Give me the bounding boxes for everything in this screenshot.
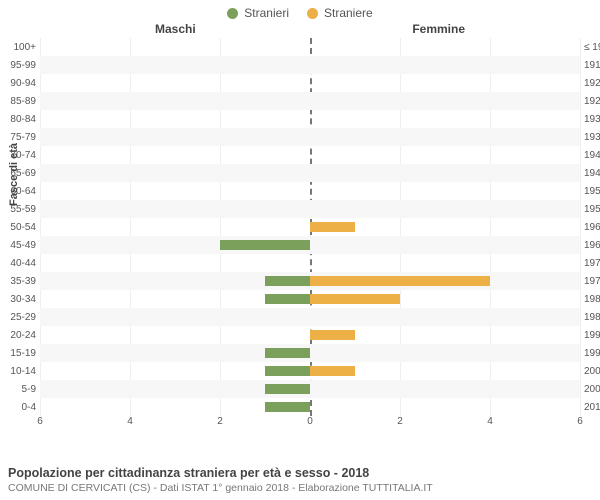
age-label: 10-14 — [2, 366, 36, 377]
year-label: 1928-1932 — [584, 96, 600, 107]
bar-female — [310, 294, 400, 304]
year-label: 1923-1927 — [584, 78, 600, 89]
bar-male — [220, 240, 310, 250]
age-label: 45-49 — [2, 240, 36, 251]
age-label: 35-39 — [2, 276, 36, 287]
chart-row: 15-191998-2002 — [40, 344, 580, 362]
legend-label: Straniere — [324, 6, 373, 20]
age-label: 65-69 — [2, 168, 36, 179]
year-label: 1918-1922 — [584, 60, 600, 71]
legend-label: Stranieri — [244, 6, 289, 20]
age-label: 40-44 — [2, 258, 36, 269]
age-label: 60-64 — [2, 186, 36, 197]
x-tick-label: 4 — [127, 416, 133, 427]
chart-row: 45-491968-1972 — [40, 236, 580, 254]
age-label: 70-74 — [2, 150, 36, 161]
age-label: 30-34 — [2, 294, 36, 305]
legend: Stranieri Straniere — [0, 0, 600, 22]
x-tick-label: 2 — [397, 416, 403, 427]
x-tick-label: 2 — [217, 416, 223, 427]
age-label: 20-24 — [2, 330, 36, 341]
chart-row: 60-641953-1957 — [40, 182, 580, 200]
chart-row: 50-541963-1967 — [40, 218, 580, 236]
year-label: 1993-1997 — [584, 330, 600, 341]
chart-row: 80-841933-1937 — [40, 110, 580, 128]
year-label: 1943-1947 — [584, 150, 600, 161]
chart-row: 55-591958-1962 — [40, 200, 580, 218]
x-tick-label: 4 — [487, 416, 493, 427]
age-label: 0-4 — [2, 402, 36, 413]
year-label: 1988-1992 — [584, 312, 600, 323]
year-label: 1998-2002 — [584, 348, 600, 359]
chart-row: 75-791938-1942 — [40, 128, 580, 146]
year-label: 2013-2017 — [584, 402, 600, 413]
legend-item-straniere: Straniere — [307, 4, 373, 22]
age-label: 15-19 — [2, 348, 36, 359]
year-label: 1983-1987 — [584, 294, 600, 305]
chart-row: 70-741943-1947 — [40, 146, 580, 164]
x-tick-label: 6 — [37, 416, 43, 427]
chart-subtitle: COMUNE DI CERVICATI (CS) - Dati ISTAT 1°… — [8, 482, 433, 494]
chart-row: 85-891928-1932 — [40, 92, 580, 110]
chart-row: 40-441973-1977 — [40, 254, 580, 272]
chart-row: 5-92008-2012 — [40, 380, 580, 398]
plot-area: Maschi Femmine Fasce di età Anni di nasc… — [40, 24, 580, 432]
legend-swatch-male — [227, 8, 238, 19]
bar-female — [310, 366, 355, 376]
grid: 6420246100+≤ 191795-991918-192290-941923… — [40, 38, 580, 416]
bar-male — [265, 294, 310, 304]
chart-row: 25-291988-1992 — [40, 308, 580, 326]
age-label: 5-9 — [2, 384, 36, 395]
bar-male — [265, 348, 310, 358]
age-label: 95-99 — [2, 60, 36, 71]
x-tick-label: 6 — [577, 416, 583, 427]
bar-male — [265, 366, 310, 376]
bar-female — [310, 330, 355, 340]
age-label: 75-79 — [2, 132, 36, 143]
footer: Popolazione per cittadinanza straniera p… — [8, 466, 433, 494]
bar-female — [310, 276, 490, 286]
chart-row: 20-241993-1997 — [40, 326, 580, 344]
chart-container: Stranieri Straniere Maschi Femmine Fasce… — [0, 0, 600, 500]
year-label: 1973-1977 — [584, 258, 600, 269]
year-label: 2008-2012 — [584, 384, 600, 395]
chart-row: 30-341983-1987 — [40, 290, 580, 308]
chart-row: 95-991918-1922 — [40, 56, 580, 74]
age-label: 100+ — [2, 42, 36, 53]
side-title-femmine: Femmine — [412, 22, 465, 36]
year-label: ≤ 1917 — [584, 42, 600, 53]
age-label: 55-59 — [2, 204, 36, 215]
age-label: 25-29 — [2, 312, 36, 323]
chart-row: 90-941923-1927 — [40, 74, 580, 92]
chart-title: Popolazione per cittadinanza straniera p… — [8, 466, 433, 480]
side-title-maschi: Maschi — [155, 22, 196, 36]
year-label: 1968-1972 — [584, 240, 600, 251]
age-label: 90-94 — [2, 78, 36, 89]
bar-male — [265, 384, 310, 394]
chart-row: 0-42013-2017 — [40, 398, 580, 416]
bar-female — [310, 222, 355, 232]
year-label: 1933-1937 — [584, 114, 600, 125]
chart-row: 65-691948-1952 — [40, 164, 580, 182]
year-label: 1938-1942 — [584, 132, 600, 143]
chart-row: 35-391978-1982 — [40, 272, 580, 290]
age-label: 50-54 — [2, 222, 36, 233]
legend-swatch-female — [307, 8, 318, 19]
chart-row: 100+≤ 1917 — [40, 38, 580, 56]
year-label: 2003-2007 — [584, 366, 600, 377]
gridline-vertical — [580, 38, 581, 416]
age-label: 80-84 — [2, 114, 36, 125]
year-label: 1963-1967 — [584, 222, 600, 233]
bar-male — [265, 276, 310, 286]
bar-male — [265, 402, 310, 412]
year-label: 1953-1957 — [584, 186, 600, 197]
chart-row: 10-142003-2007 — [40, 362, 580, 380]
year-label: 1948-1952 — [584, 168, 600, 179]
age-label: 85-89 — [2, 96, 36, 107]
year-label: 1958-1962 — [584, 204, 600, 215]
legend-item-stranieri: Stranieri — [227, 4, 289, 22]
year-label: 1978-1982 — [584, 276, 600, 287]
x-tick-label: 0 — [307, 416, 313, 427]
